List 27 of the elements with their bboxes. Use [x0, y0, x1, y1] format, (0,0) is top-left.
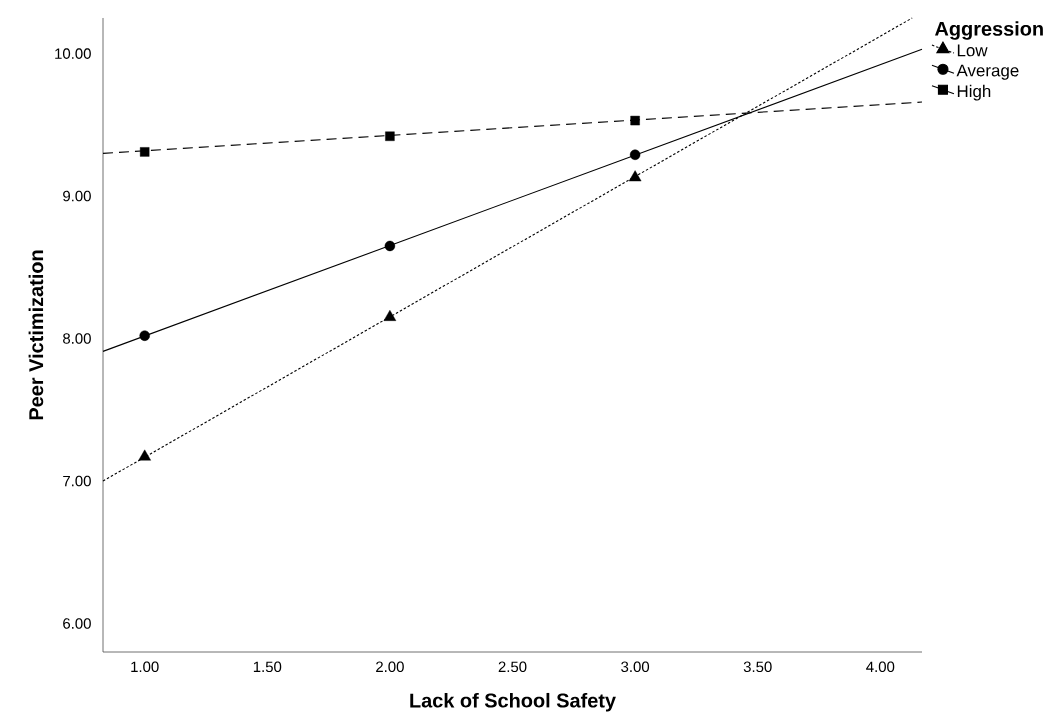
legend-label: Average — [956, 64, 1019, 80]
y-tick-label: 9.00 — [63, 190, 91, 202]
point — [384, 240, 396, 252]
point — [630, 115, 640, 126]
legend-label: High — [957, 84, 991, 101]
point — [385, 131, 395, 141]
point — [629, 149, 641, 160]
y-tick-label: 8.00 — [63, 333, 91, 344]
y-tick-label: 6.00 — [63, 618, 91, 629]
x-tick-label: 2.50 — [498, 661, 527, 673]
x-tick-label: 3.00 — [621, 661, 650, 673]
x-tick-label: 3.50 — [743, 661, 772, 673]
point — [383, 309, 397, 321]
x-tick-label: 1.00 — [131, 661, 159, 673]
y-tick-label: 10.00 — [55, 48, 91, 59]
point — [628, 170, 642, 182]
x-tick-label: 1.50 — [253, 661, 282, 673]
x-tick-label: 2.00 — [376, 661, 404, 673]
legend-label: Low — [957, 44, 988, 57]
legend-title: Aggression — [934, 21, 1043, 40]
y-tick-label: 7.00 — [63, 475, 91, 487]
x-tick-label: 4.00 — [866, 661, 895, 673]
point — [139, 330, 150, 341]
point — [138, 449, 151, 461]
x-axis-title: Lack of School Safety — [410, 692, 616, 712]
y-axis-title: Peer Victimization — [28, 250, 44, 420]
point — [139, 147, 150, 157]
